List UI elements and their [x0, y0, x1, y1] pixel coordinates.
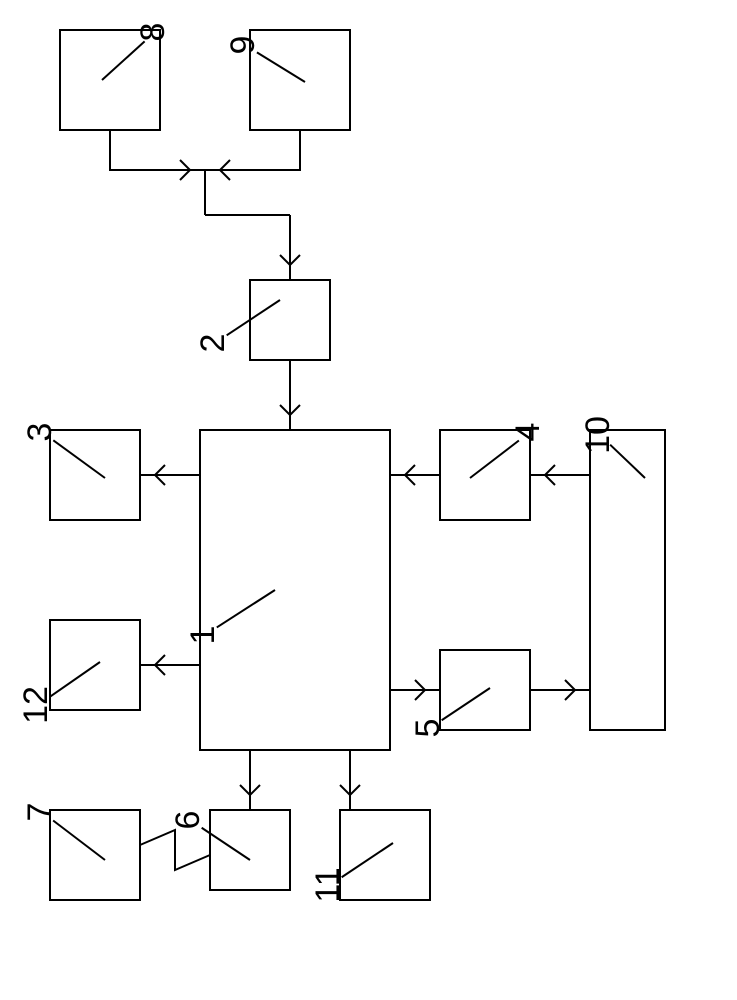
leader-l1 — [217, 590, 275, 627]
box-b8 — [60, 30, 160, 130]
leader-l12 — [50, 662, 100, 697]
leader-l4 — [470, 441, 519, 478]
leader-l8 — [102, 41, 145, 80]
label-12: 12 — [17, 686, 55, 724]
connector-1 — [205, 130, 300, 170]
label-10: 10 — [579, 416, 617, 454]
box-b1 — [200, 430, 390, 750]
connector-14 — [140, 830, 210, 870]
label-1: 1 — [184, 626, 222, 645]
label-2: 2 — [194, 334, 232, 353]
leader-l10 — [610, 445, 645, 478]
box-b6 — [210, 810, 290, 890]
leader-l2 — [227, 300, 280, 335]
box-b5 — [440, 650, 530, 730]
box-b11 — [340, 810, 430, 900]
box-b10 — [590, 430, 665, 730]
box-b7 — [50, 810, 140, 900]
label-4: 4 — [509, 423, 547, 442]
leader-l5 — [442, 688, 490, 720]
leader-l7 — [53, 820, 105, 860]
label-9: 9 — [224, 36, 262, 55]
label-5: 5 — [409, 719, 447, 738]
box-b3 — [50, 430, 140, 520]
box-b2 — [250, 280, 330, 360]
label-7: 7 — [21, 803, 59, 822]
label-6: 6 — [169, 811, 207, 830]
label-3: 3 — [21, 423, 59, 442]
connector-0 — [110, 130, 205, 170]
block-diagram: 123456789101112 — [0, 0, 737, 1000]
label-11: 11 — [309, 867, 347, 902]
leader-l11 — [342, 843, 393, 877]
leader-l9 — [257, 52, 305, 82]
leader-l3 — [53, 440, 105, 478]
label-8: 8 — [134, 23, 172, 42]
